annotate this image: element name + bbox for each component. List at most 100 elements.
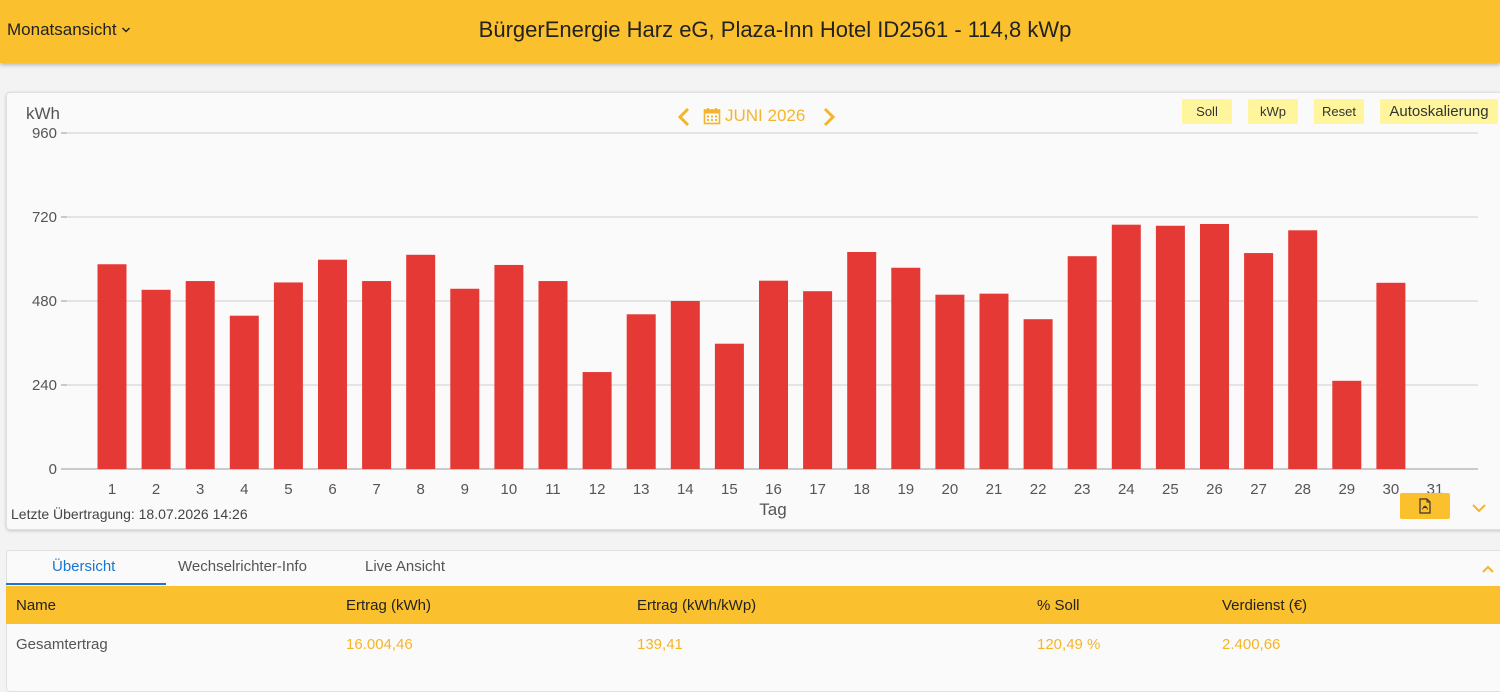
calendar-icon [703, 108, 721, 125]
bar-day-9[interactable] [450, 288, 480, 469]
chevron-down-icon[interactable] [1471, 502, 1487, 514]
col-header-name: Name [16, 597, 57, 614]
x-tick-label: 22 [1030, 481, 1047, 498]
bar-day-13[interactable] [626, 314, 656, 469]
top-bar: Monatsansicht BürgerEnergie Harz eG, Pla… [0, 0, 1500, 63]
x-tick-label: 13 [633, 481, 650, 498]
x-tick-label: 19 [897, 481, 914, 498]
table-header [6, 586, 1500, 624]
cell-verdienst: 2.400,66 [1222, 636, 1281, 653]
bar-day-28[interactable] [1288, 230, 1318, 469]
x-tick-label: 11 [545, 481, 561, 498]
col-header-verdienst: Verdienst (€) [1222, 597, 1308, 614]
pdf-icon [1419, 498, 1431, 514]
x-tick-label: 6 [328, 481, 336, 498]
bar-day-26[interactable] [1200, 224, 1229, 469]
active-tab-indicator [6, 583, 166, 585]
x-tick-label: 17 [809, 481, 826, 498]
cell-soll: 120,49 % [1037, 636, 1101, 653]
last-transfer-text: Letzte Übertragung: 18.07.2026 14:26 [11, 506, 248, 522]
bar-day-14[interactable] [670, 301, 700, 469]
x-tick-label: 2 [152, 481, 160, 498]
bar-day-11[interactable] [538, 281, 568, 469]
bar-day-22[interactable] [1023, 319, 1053, 469]
col-header-ertrag-kwp: Ertrag (kWh/kWp) [637, 597, 757, 614]
kwp-button[interactable]: kWp [1248, 99, 1298, 124]
month-label[interactable]: JUNI 2026 [703, 106, 805, 126]
bar-day-7[interactable] [362, 281, 392, 469]
y-tick-label: 960 [32, 125, 57, 142]
x-tick-label: 14 [677, 481, 694, 498]
x-tick-label: 8 [417, 481, 425, 498]
x-tick-label: 16 [765, 481, 782, 498]
bar-day-19[interactable] [891, 267, 921, 469]
bar-chart: 1 2 3 4 5 6 7 8 9 10 11 12 13 14 15 16 17 18 19 20 21 22 23 24 2… [26, 104, 1478, 519]
x-tick-label: 10 [501, 481, 518, 498]
bar-day-4[interactable] [229, 315, 259, 469]
soll-button[interactable]: Soll [1182, 99, 1232, 124]
bar-day-3[interactable] [185, 281, 215, 469]
chevron-down-icon [121, 27, 130, 33]
x-tick-label: 20 [942, 481, 959, 498]
y-tick-label: 240 [32, 377, 57, 394]
bar-day-29[interactable] [1332, 380, 1362, 469]
bar-day-6[interactable] [318, 259, 347, 469]
bar-day-15[interactable] [714, 343, 744, 469]
month-text: JUNI 2026 [725, 106, 806, 125]
x-tick-label: 12 [589, 481, 606, 498]
chevron-right-icon[interactable] [822, 107, 836, 127]
x-tick-label: 3 [196, 481, 204, 498]
tab-wechselrichter-info[interactable]: Wechselrichter-Info [178, 558, 307, 575]
bar-day-17[interactable] [803, 291, 833, 469]
chevron-left-icon[interactable] [677, 107, 691, 127]
reset-button[interactable]: Reset [1314, 99, 1364, 124]
x-axis-title: Tag [759, 500, 786, 519]
x-tick-label: 15 [721, 481, 738, 498]
col-header-soll: % Soll [1037, 597, 1080, 614]
bar-day-1[interactable] [97, 264, 127, 469]
bar-day-12[interactable] [582, 372, 612, 469]
bar-day-24[interactable] [1111, 224, 1141, 469]
bar-day-21[interactable] [979, 293, 1009, 469]
bar-day-27[interactable] [1244, 253, 1274, 469]
x-tick-label: 24 [1118, 481, 1135, 498]
y-tick-label: 480 [32, 293, 57, 310]
pdf-export-button[interactable] [1400, 493, 1450, 519]
page-title: BürgerEnergie Harz eG, Plaza-Inn Hotel I… [478, 17, 1072, 42]
x-tick-label: 28 [1294, 481, 1311, 498]
bar-day-2[interactable] [141, 289, 171, 469]
view-select[interactable]: Monatsansicht [7, 20, 131, 40]
cell-ertrag-kwp: 139,41 [637, 636, 683, 653]
y-axis-title: kWh [26, 104, 60, 123]
cell-ertrag: 16.004,46 [346, 636, 413, 653]
x-tick-label: 29 [1338, 481, 1355, 498]
col-header-ertrag: Ertrag (kWh) [346, 597, 432, 614]
x-tick-label: 30 [1383, 481, 1400, 498]
bar-day-16[interactable] [759, 280, 788, 469]
tab-uebersicht[interactable]: Übersicht [52, 558, 116, 575]
autoscale-button[interactable]: Autoskalierung [1380, 99, 1498, 124]
bar-day-23[interactable] [1067, 256, 1097, 469]
x-tick-label: 26 [1206, 481, 1223, 498]
y-tick-label: 0 [49, 461, 57, 478]
tab-live-ansicht[interactable]: Live Ansicht [365, 558, 446, 575]
x-tick-label: 27 [1250, 481, 1267, 498]
x-tick-label: 5 [284, 481, 292, 498]
cell-name: Gesamtertrag [16, 636, 108, 653]
bar-day-25[interactable] [1155, 225, 1185, 469]
chevron-up-icon[interactable] [1481, 564, 1495, 574]
x-tick-label: 7 [372, 481, 380, 498]
x-tick-label: 1 [108, 481, 116, 498]
y-tick-label: 720 [32, 209, 57, 226]
x-tick-label: 25 [1162, 481, 1179, 498]
x-tick-label: 18 [853, 481, 870, 498]
x-tick-label: 9 [461, 481, 469, 498]
bar-day-20[interactable] [935, 294, 965, 469]
bar-day-30[interactable] [1376, 282, 1406, 469]
x-tick-label: 23 [1074, 481, 1091, 498]
bar-day-18[interactable] [847, 252, 877, 469]
bar-day-8[interactable] [406, 254, 436, 469]
bar-day-5[interactable] [273, 282, 303, 469]
x-tick-label: 21 [986, 481, 1003, 498]
bar-day-10[interactable] [494, 264, 524, 469]
